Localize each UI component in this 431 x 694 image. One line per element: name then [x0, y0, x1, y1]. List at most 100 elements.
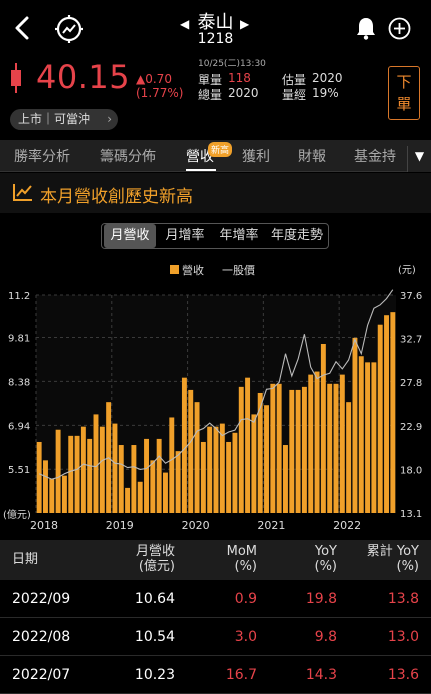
y-right-tick-label: 22.9: [400, 422, 422, 433]
y-right-tick-label: 27.8: [400, 378, 422, 389]
order-button[interactable]: 下 單: [388, 66, 420, 120]
revenue-bar: [125, 487, 131, 513]
revenue-bar: [156, 438, 162, 513]
revenue-bar: [61, 475, 67, 513]
tab-profit[interactable]: 獲利: [242, 149, 270, 165]
revenue-bar: [175, 451, 181, 513]
col-yoy-label: YoY: [314, 544, 337, 559]
col-mom-unit: (%): [234, 559, 258, 574]
y-right-unit: (元): [398, 265, 416, 276]
revenue-bar: [80, 426, 86, 513]
revenue-bar: [384, 315, 389, 513]
mode-annual-trend[interactable]: 年度走勢: [270, 228, 323, 243]
y-left-tick-label: 9.81: [8, 334, 30, 345]
legend-revenue-swatch: [170, 265, 179, 274]
stock-code: 1218: [197, 31, 234, 47]
table-row[interactable]: 2022/09 10.64 0.9 19.8 13.8: [0, 580, 431, 618]
row-date: 2022/08: [12, 629, 71, 645]
app-logo-icon[interactable]: [54, 14, 84, 44]
revenue-bar: [257, 392, 263, 513]
col-cum-yoy-label: 累計 YoY: [366, 544, 419, 559]
revenue-bar: [99, 426, 105, 513]
revenue-bar: [55, 429, 61, 513]
revenue-bar: [68, 435, 74, 513]
revenue-bar: [213, 426, 219, 513]
revenue-bar: [251, 414, 257, 513]
col-revenue: 月營收 (億元): [136, 544, 175, 574]
candlestick-icon: [11, 63, 21, 93]
revenue-bar: [245, 377, 251, 513]
table-row[interactable]: 2022/07 10.23 16.7 14.3 13.6: [0, 656, 431, 694]
col-cum-yoy-unit: (%): [396, 559, 420, 574]
price-change: ▲0.70: [136, 72, 172, 86]
revenue-bar: [339, 374, 345, 513]
tab-win-rate[interactable]: 勝率分析: [14, 149, 70, 165]
add-watchlist-icon[interactable]: [388, 17, 411, 40]
legend-revenue-label: 營收: [182, 263, 204, 277]
tab-financials[interactable]: 財報: [298, 149, 326, 165]
x-tick-label: 2019: [106, 519, 134, 532]
bell-icon[interactable]: [355, 16, 377, 40]
revenue-bar: [150, 460, 156, 513]
back-arrow-icon[interactable]: [10, 14, 34, 42]
revenue-bar: [93, 414, 99, 513]
chart-mode-selector: 月營收 月增率 年增率 年度走勢: [101, 223, 329, 249]
revenue-bar: [352, 337, 358, 513]
revenue-bar: [188, 389, 194, 513]
turnover-value: 19%: [312, 86, 339, 100]
tab-revenue[interactable]: 營收: [186, 149, 214, 165]
order-button-line1: 下: [396, 73, 412, 91]
col-cum-yoy: 累計 YoY (%): [367, 544, 419, 574]
revenue-bar: [74, 435, 80, 513]
last-price: 40.15: [36, 58, 131, 96]
revenue-bar: [131, 445, 137, 513]
revenue-bar: [200, 441, 206, 513]
revenue-bar: [169, 417, 175, 513]
revenue-bar: [308, 374, 314, 513]
revenue-bar: [207, 426, 213, 513]
tabs-more-dropdown-icon[interactable]: ▼: [407, 146, 431, 172]
col-date: 日期: [12, 552, 38, 567]
prev-stock-arrow-icon[interactable]: ◀: [180, 17, 190, 31]
market-status-pill[interactable]: 上市｜可當沖 ›: [10, 109, 118, 130]
x-tick-label: 2021: [257, 519, 285, 532]
legend-price-label: 一股價: [222, 263, 255, 277]
revenue-bar: [301, 386, 307, 513]
y-left-tick-label: 11.2: [8, 291, 30, 302]
tab-bar: 勝率分析 籌碼分佈 營收 新高 獲利 財報 基金持 ▼: [0, 140, 431, 172]
x-tick-label: 2020: [182, 519, 210, 532]
next-stock-arrow-icon[interactable]: ▶: [240, 17, 250, 31]
mode-yoy[interactable]: 年增率: [219, 228, 259, 243]
mode-mom[interactable]: 月增率: [165, 228, 205, 243]
row-cum-yoy: 13.6: [387, 667, 419, 683]
revenue-bar: [226, 441, 232, 513]
revenue-bar: [181, 377, 187, 513]
y-right-tick-label: 37.6: [400, 291, 422, 302]
quote-datetime: 10/25(二)13:30: [198, 59, 266, 69]
mode-monthly-revenue[interactable]: 月營收: [104, 224, 156, 248]
revenue-bar: [43, 460, 48, 513]
tab-chip-distribution[interactable]: 籌碼分佈: [100, 149, 156, 165]
y-right-tick-label: 13.1: [400, 509, 422, 520]
revenue-bar: [118, 445, 124, 513]
est-volume-value: 2020: [312, 71, 343, 85]
row-revenue: 10.23: [134, 667, 175, 683]
revenue-bar: [163, 472, 168, 513]
revenue-bar: [276, 383, 282, 513]
market-status-text: 上市｜可當沖: [18, 112, 91, 126]
revenue-bar: [320, 343, 326, 513]
col-yoy: YoY (%): [315, 544, 338, 574]
price-line-series: [38, 289, 394, 480]
y-left-tick-label: 6.94: [8, 421, 30, 432]
revenue-bar: [377, 324, 383, 513]
revenue-bar: [333, 383, 339, 513]
tab-fund-holdings[interactable]: 基金持: [354, 149, 396, 165]
section-header: [0, 173, 431, 213]
revenue-bar: [289, 389, 295, 513]
col-mom-label: MoM: [226, 544, 257, 559]
col-revenue-unit: (億元): [138, 559, 175, 574]
row-yoy: 9.8: [314, 629, 337, 645]
table-row[interactable]: 2022/08 10.54 3.0 9.8 13.0: [0, 618, 431, 656]
stock-name: 泰山: [197, 12, 234, 33]
section-title: 本月營收創歷史新高: [40, 187, 193, 207]
